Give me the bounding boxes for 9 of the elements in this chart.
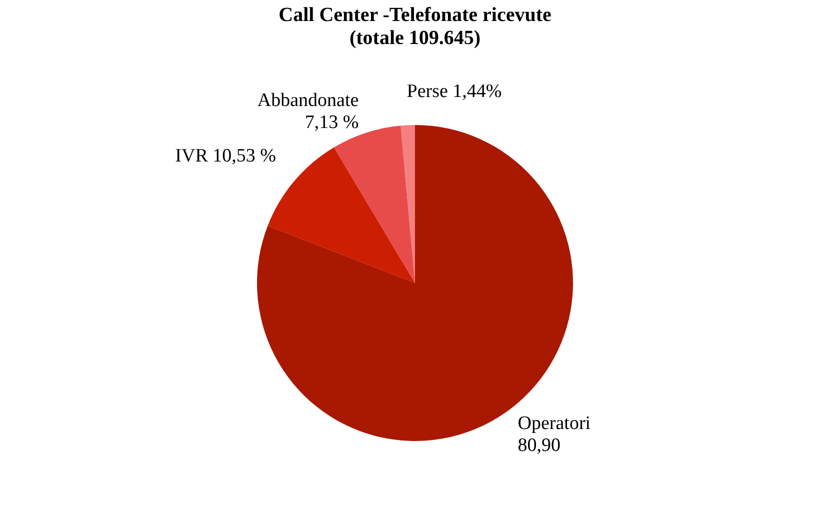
slice-label: IVR 10,53 % [175,146,276,167]
slice-label: Perse 1,44% [406,81,502,102]
chart-subtitle: (totale 109.645) [349,27,481,49]
data-label: 7,13 % [304,112,359,133]
data-label: 80,90 [518,435,561,456]
chart-title: Call Center -Telefonate ricevute [278,4,552,26]
slice-label: Operatori [518,413,591,434]
slice-label: Abbandonate [257,90,359,111]
pie-slice [400,125,415,283]
